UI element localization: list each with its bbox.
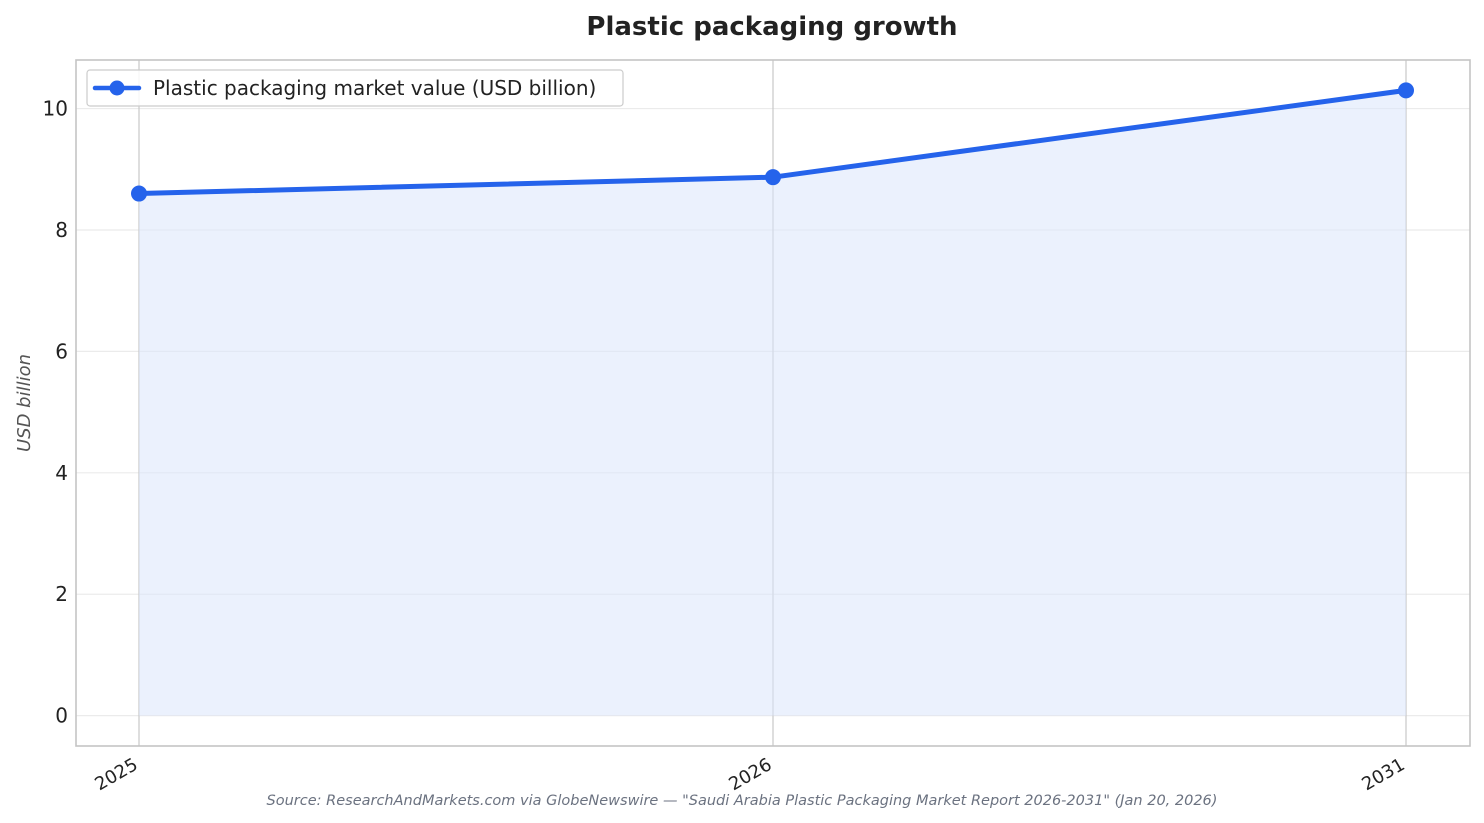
data-point <box>765 169 781 186</box>
legend-label: Plastic packaging market value (USD bill… <box>153 76 596 100</box>
legend-box <box>86 69 624 107</box>
area-layer <box>139 90 1406 716</box>
y-tick-label: 2 <box>55 582 68 606</box>
y-tick-label: 8 <box>55 218 68 242</box>
chart-title: Plastic packaging growth <box>586 12 957 42</box>
x-tick-label: 2031 <box>1358 754 1408 795</box>
source-note: Source: ResearchAndMarkets.com via Globe… <box>267 793 1218 809</box>
data-point <box>131 185 147 202</box>
x-tick-labels: 2025 2026 2031 <box>91 754 1408 795</box>
y-tick-label: 0 <box>55 704 68 728</box>
area-fill <box>139 90 1406 716</box>
x-tick-label: 2025 <box>91 754 141 795</box>
y-tick-labels: 0 2 4 6 8 10 <box>43 97 68 728</box>
y-tick-label: 6 <box>55 339 68 363</box>
x-tick-label: 2026 <box>725 754 775 795</box>
point-layer <box>131 82 1414 202</box>
y-axis-label: USD billion <box>14 354 35 452</box>
plot-frame <box>75 59 1471 747</box>
legend-marker-swatch <box>109 80 125 96</box>
y-tick-label: 10 <box>43 97 68 121</box>
legend: Plastic packaging market value (USD bill… <box>86 69 624 107</box>
y-tick-label: 4 <box>55 461 68 485</box>
data-point <box>1398 82 1414 99</box>
